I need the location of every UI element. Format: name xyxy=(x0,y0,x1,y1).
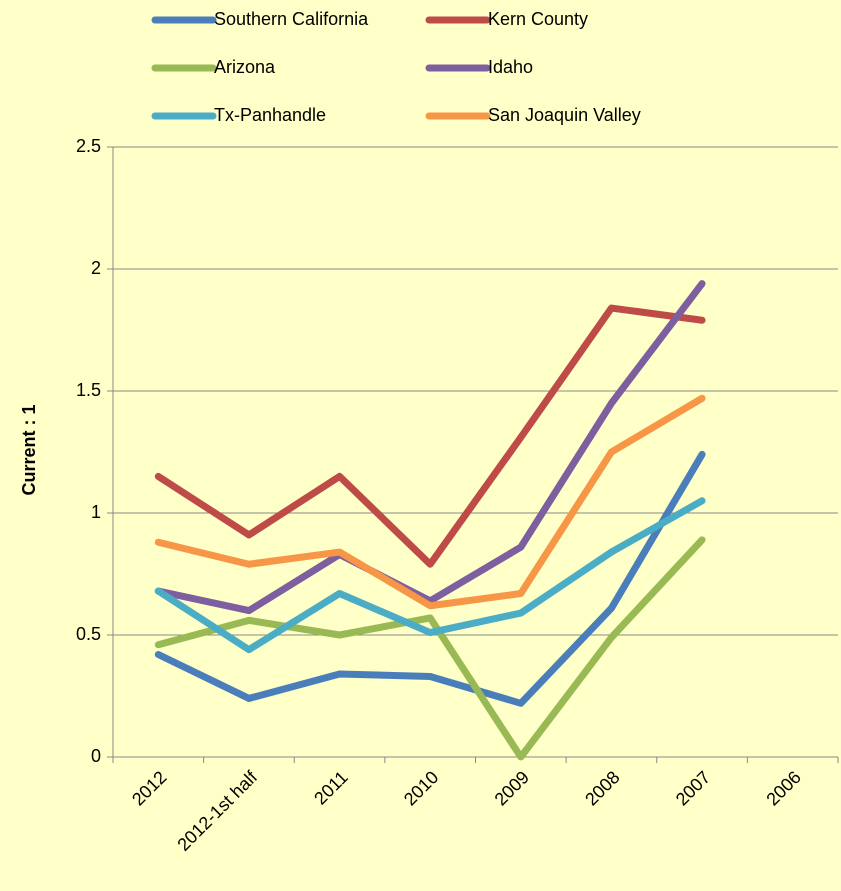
y-axis-label: Current : 1 xyxy=(19,404,39,495)
x-tick-label: 2006 xyxy=(762,767,804,809)
legend-label: Tx-Panhandle xyxy=(214,105,326,125)
x-tick-label: 2012 xyxy=(128,767,170,809)
series-line xyxy=(154,304,706,568)
x-tick-label: 2012-1st half xyxy=(173,766,261,854)
series-line xyxy=(154,497,706,654)
series-line xyxy=(154,536,706,761)
y-tick-label: 1.5 xyxy=(76,380,101,400)
x-tick-label: 2007 xyxy=(672,767,714,809)
y-tick-label: 0.5 xyxy=(76,624,101,644)
series-line xyxy=(154,394,706,610)
y-tick-label: 0 xyxy=(91,746,101,766)
legend-label: San Joaquin Valley xyxy=(488,105,641,125)
x-tick-label: 2008 xyxy=(581,767,623,809)
series-line xyxy=(154,280,706,615)
y-tick-label: 1 xyxy=(91,502,101,522)
y-tick-label: 2 xyxy=(91,258,101,278)
legend-label: Arizona xyxy=(214,57,276,77)
legend-label: Kern County xyxy=(488,9,588,29)
legend-label: Southern California xyxy=(214,9,369,29)
legend-label: Idaho xyxy=(488,57,533,77)
x-tick-label: 2011 xyxy=(310,767,352,809)
x-tick-label: 2010 xyxy=(400,767,442,809)
series-line xyxy=(154,450,706,707)
y-tick-label: 2.5 xyxy=(76,136,101,156)
x-tick-label: 2009 xyxy=(491,767,533,809)
